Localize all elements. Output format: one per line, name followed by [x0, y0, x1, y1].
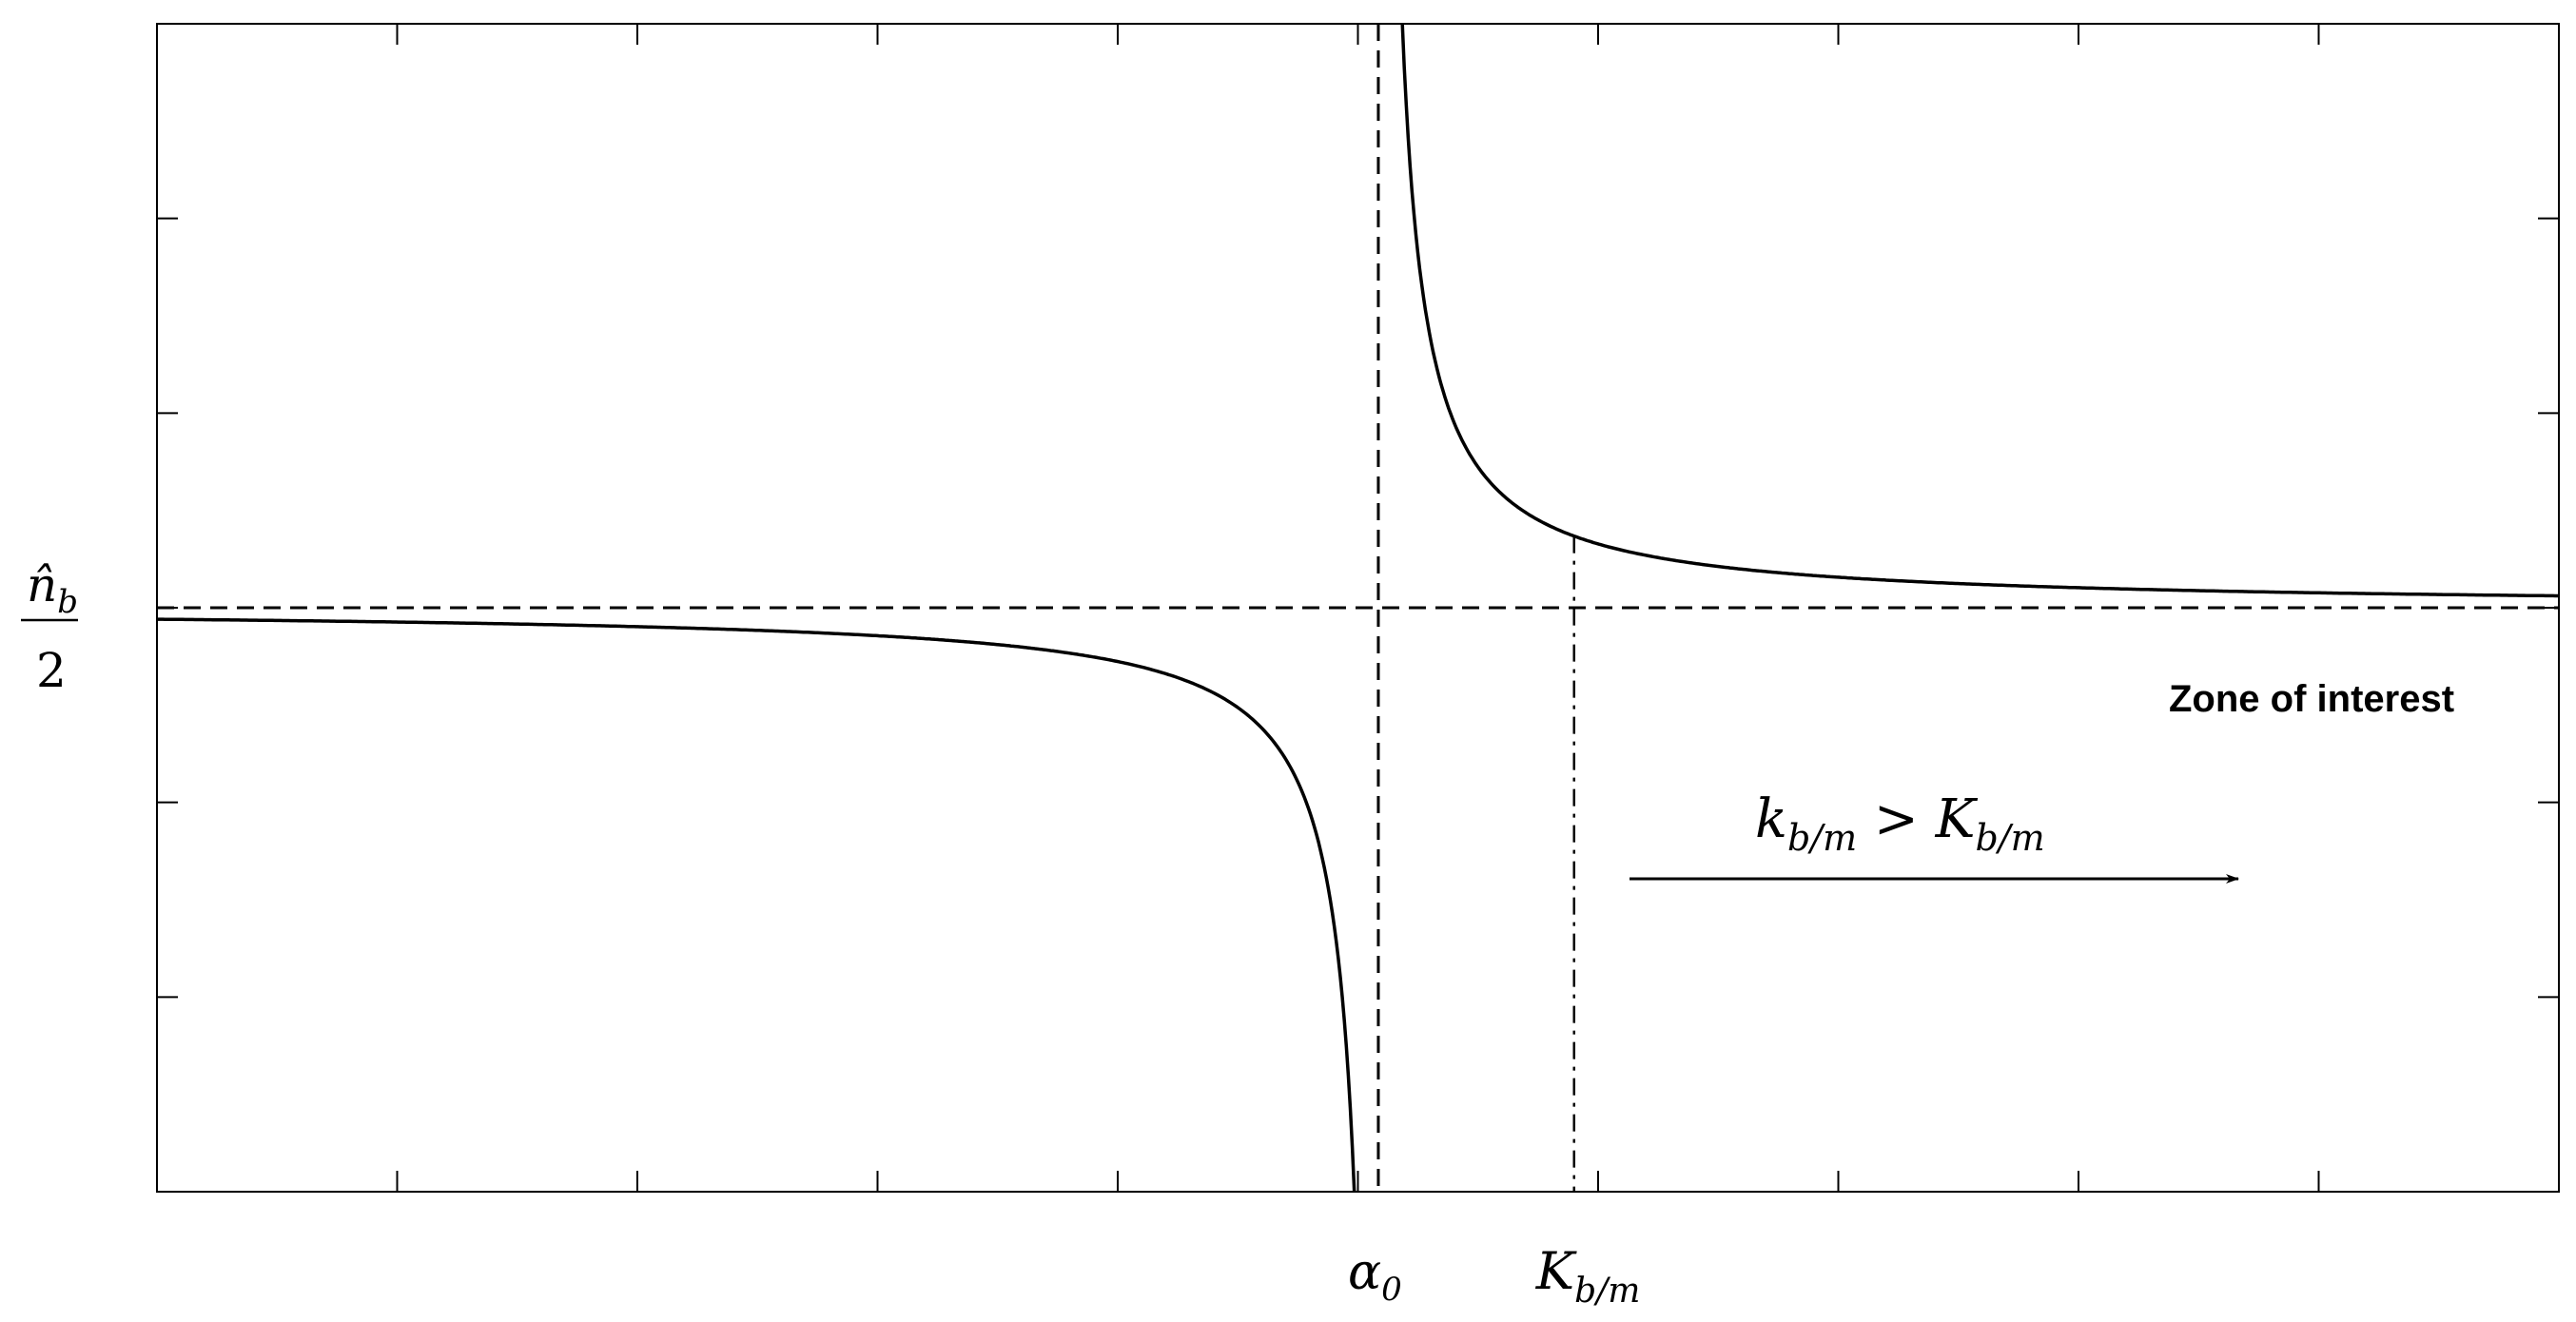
zone-of-interest-label: Zone of interest [2169, 678, 2454, 720]
ylabel-numerator: n̂b [27, 557, 78, 621]
axis-ticks [157, 24, 2559, 1192]
curve-left-branch [157, 617, 1356, 1193]
plot-frame [156, 23, 2560, 1193]
curve-right-branch [1400, 23, 2559, 598]
x-tick-label-K: Kb/m [1535, 1241, 1641, 1311]
ylabel-denominator: 2 [36, 643, 67, 698]
inequality-label: kb/m > Kb/m [1755, 788, 2045, 859]
x-tick-label-alpha0: α0 [1348, 1244, 1402, 1309]
